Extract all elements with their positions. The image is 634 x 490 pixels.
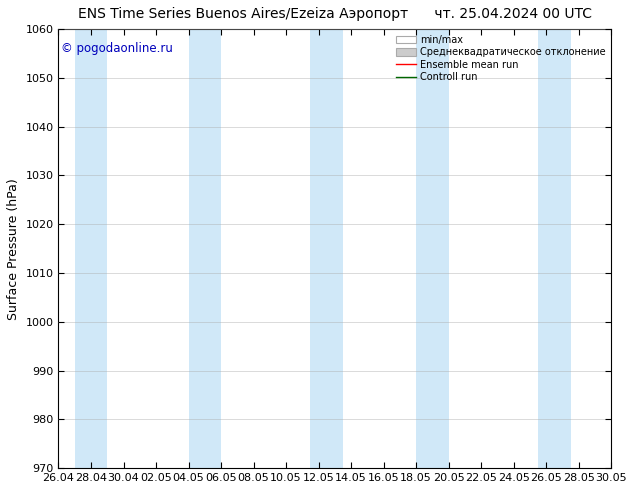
Legend: min/max, Среднеквадратическое отклонение, Ensemble mean run, Controll run: min/max, Среднеквадратическое отклонение… (392, 31, 609, 86)
Bar (538, 29, 571, 468)
Bar (188, 29, 221, 468)
Bar (75, 29, 107, 468)
Text: © pogodaonline.ru: © pogodaonline.ru (61, 42, 173, 55)
Y-axis label: Surface Pressure (hPa): Surface Pressure (hPa) (7, 178, 20, 319)
Bar (311, 29, 343, 468)
Bar (416, 29, 449, 468)
Title: ENS Time Series Buenos Aires/Ezeiza Аэропорт      чт. 25.04.2024 00 UTC: ENS Time Series Buenos Aires/Ezeiza Аэро… (78, 7, 592, 21)
